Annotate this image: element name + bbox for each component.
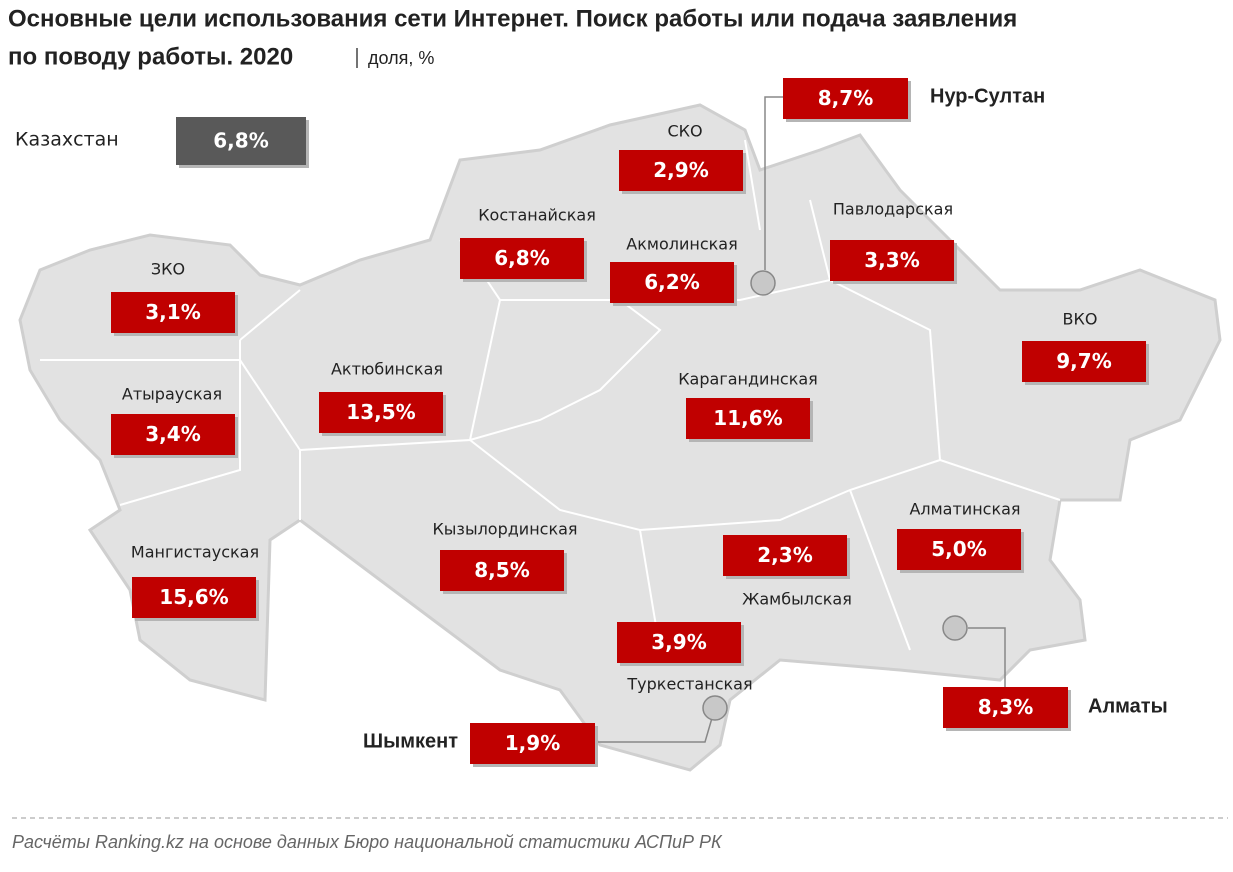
value-box	[440, 550, 564, 591]
region-name: Кызылординская	[432, 520, 577, 539]
value-label: 2,9%	[653, 158, 708, 182]
subtitle: доля, %	[368, 48, 434, 68]
city-marker	[750, 270, 776, 296]
region-name: Туркестанская	[626, 675, 752, 694]
value-box	[319, 392, 443, 433]
value-label: 8,5%	[474, 558, 529, 582]
city-marker	[702, 695, 728, 721]
value-label: 9,7%	[1056, 349, 1111, 373]
value-label: 6,2%	[644, 270, 699, 294]
value-label: 8,7%	[818, 86, 873, 110]
leader-line	[595, 717, 713, 743]
value-label: 15,6%	[159, 585, 228, 609]
value-label: 8,3%	[978, 695, 1033, 719]
value-box	[783, 78, 908, 119]
region-name: ВКО	[1063, 310, 1098, 329]
region-name: Атырауская	[122, 385, 222, 404]
value-box	[619, 150, 743, 191]
value-box	[111, 292, 235, 333]
value-box	[132, 577, 256, 618]
value-box	[470, 723, 595, 764]
value-label: 1,9%	[505, 731, 560, 755]
value-box	[617, 622, 741, 663]
region-name: Акмолинская	[626, 235, 737, 254]
leader-line	[764, 96, 783, 270]
region-name: Костанайская	[478, 206, 596, 225]
city-name: Алматы	[1088, 695, 1168, 717]
value-label: 3,9%	[651, 630, 706, 654]
title-line: по поводу работы. 2020	[8, 43, 293, 70]
value-label: 3,3%	[864, 248, 919, 272]
region-name: ЗКО	[151, 260, 185, 279]
source: Расчёты Ranking.kz на основе данных Бюро…	[12, 832, 723, 852]
value-box	[610, 262, 734, 303]
value-label: 6,8%	[494, 246, 549, 270]
value-label: 13,5%	[346, 400, 415, 424]
title-line: Основные цели использования сети Интерне…	[8, 5, 1017, 32]
region-name: Актюбинская	[331, 360, 443, 379]
value-box	[460, 238, 584, 279]
region-borders	[40, 139, 1061, 651]
value-box	[897, 529, 1021, 570]
value-label: 3,1%	[145, 300, 200, 324]
value-box	[830, 240, 954, 281]
value-box	[686, 398, 810, 439]
value-box	[111, 414, 235, 455]
value-label: 6,8%	[213, 129, 268, 153]
region-name: Павлодарская	[833, 200, 953, 219]
national-name: Казахстан	[15, 129, 119, 151]
value-box	[1022, 341, 1146, 382]
region-name: Карагандинская	[678, 370, 818, 389]
city-marker	[942, 615, 968, 641]
value-label: 5,0%	[931, 537, 986, 561]
leader-line	[968, 627, 1006, 687]
value-label: 2,3%	[757, 543, 812, 567]
region-name: СКО	[667, 122, 702, 141]
region-name: Алматинская	[909, 500, 1020, 519]
value-box	[943, 687, 1068, 728]
city-name: Шымкент	[363, 730, 458, 752]
value-label: 3,4%	[145, 422, 200, 446]
value-box	[176, 117, 306, 165]
value-box	[723, 535, 847, 576]
region-name: Жамбылская	[742, 590, 852, 609]
value-label: 11,6%	[713, 406, 782, 430]
region-name: Мангистауская	[131, 543, 259, 562]
city-name: Нур-Султан	[930, 85, 1045, 107]
